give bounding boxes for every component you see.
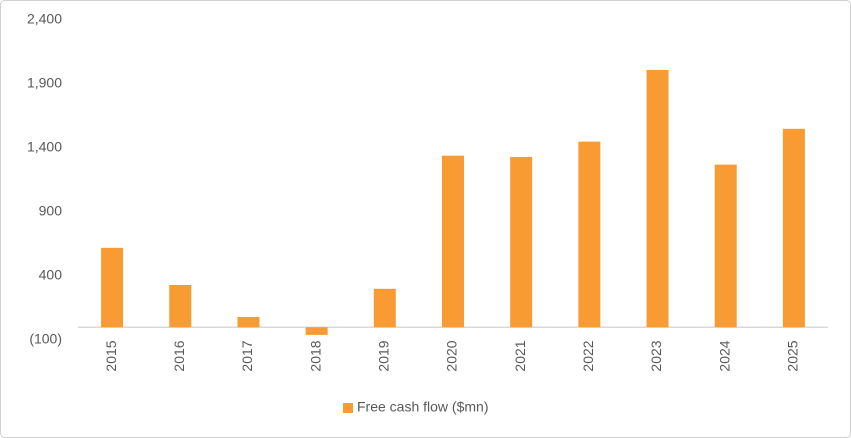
x-tick-label: 2016 [171,340,187,371]
bar [578,141,601,328]
x-tick-label: 2025 [785,340,801,371]
bar [169,284,192,328]
x-tick-label: 2023 [648,340,664,371]
y-tick-label: 2,400 [27,11,62,27]
y-tick-label: 1,400 [27,139,62,155]
x-tick-label: 2019 [376,340,392,371]
y-tick-label: 1,900 [27,75,62,91]
bar [305,327,328,335]
bar [510,156,533,328]
x-tick-label: 2021 [512,340,528,371]
y-tick-label: (100) [29,331,62,347]
bar [646,69,669,328]
x-tick-label: 2015 [103,340,119,371]
bar [714,164,737,328]
bar [237,316,260,328]
x-tick-label: 2018 [307,340,323,371]
x-tick-label: 2017 [239,340,255,371]
bar [442,155,464,328]
x-tick-label: 2024 [716,340,732,371]
bar [782,128,805,328]
x-tick-label: 2022 [580,340,596,371]
legend-swatch [343,403,353,413]
bar [373,288,396,328]
y-tick-label: 900 [39,203,63,219]
bar [101,247,124,328]
y-tick-label: 400 [39,267,63,283]
x-tick-label: 2020 [444,340,460,371]
legend-label: Free cash flow ($mn) [357,399,488,415]
